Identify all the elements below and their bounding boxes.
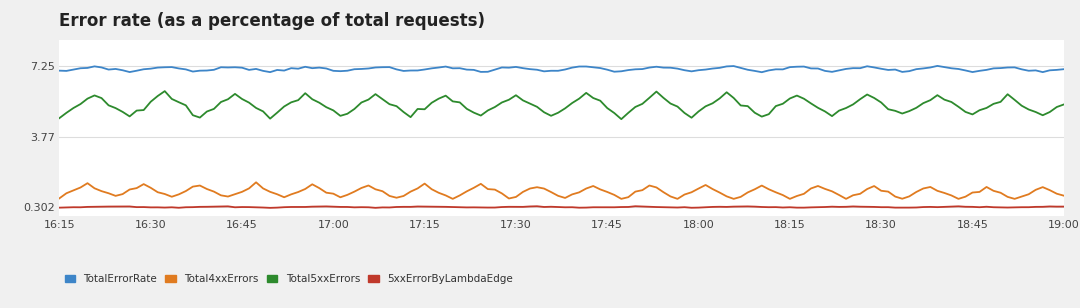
Total5xxErrors — [369, 92, 382, 96]
5xxErrorByLambdaEdge — [889, 206, 902, 209]
Total4xxErrors — [875, 189, 888, 192]
5xxErrorByLambdaEdge — [123, 205, 136, 208]
TotalErrorRate — [1057, 67, 1070, 71]
Line: 5xxErrorByLambdaEdge: 5xxErrorByLambdaEdge — [59, 206, 1064, 208]
Total5xxErrors — [123, 115, 136, 118]
TotalErrorRate — [201, 69, 214, 72]
Total4xxErrors — [446, 197, 459, 201]
Total5xxErrors — [53, 116, 66, 120]
5xxErrorByLambdaEdge — [1057, 205, 1070, 209]
TotalErrorRate — [881, 68, 894, 72]
TotalErrorRate — [755, 70, 768, 74]
Total5xxErrors — [615, 117, 627, 121]
Total5xxErrors — [889, 109, 902, 113]
5xxErrorByLambdaEdge — [201, 205, 214, 209]
TotalErrorRate — [777, 67, 789, 71]
TotalErrorRate — [53, 69, 66, 72]
5xxErrorByLambdaEdge — [264, 206, 276, 210]
Total4xxErrors — [783, 197, 796, 201]
5xxErrorByLambdaEdge — [369, 206, 382, 210]
TotalErrorRate — [362, 67, 375, 70]
Total4xxErrors — [369, 188, 382, 191]
Legend: TotalErrorRate, Total4xxErrors, Total5xxErrors, 5xxErrorByLambdaEdge: TotalErrorRate, Total4xxErrors, Total5xx… — [65, 274, 513, 284]
Total4xxErrors — [1057, 194, 1070, 197]
Total4xxErrors — [53, 197, 66, 200]
TotalErrorRate — [123, 70, 136, 74]
5xxErrorByLambdaEdge — [53, 206, 66, 209]
5xxErrorByLambdaEdge — [783, 205, 796, 209]
Line: TotalErrorRate: TotalErrorRate — [59, 66, 1064, 72]
5xxErrorByLambdaEdge — [875, 205, 888, 209]
Total4xxErrors — [249, 180, 262, 184]
Text: Error rate (as a percentage of total requests): Error rate (as a percentage of total req… — [59, 12, 485, 30]
Total5xxErrors — [783, 97, 796, 100]
Total4xxErrors — [201, 187, 214, 191]
Total5xxErrors — [207, 107, 220, 111]
Total5xxErrors — [1057, 103, 1070, 106]
Total4xxErrors — [889, 195, 902, 198]
TotalErrorRate — [931, 64, 944, 68]
Total4xxErrors — [123, 188, 136, 191]
TotalErrorRate — [867, 66, 880, 69]
Line: Total4xxErrors: Total4xxErrors — [59, 182, 1064, 199]
Total5xxErrors — [159, 89, 172, 93]
5xxErrorByLambdaEdge — [629, 205, 642, 208]
Line: Total5xxErrors: Total5xxErrors — [59, 91, 1064, 119]
Total5xxErrors — [875, 101, 888, 104]
